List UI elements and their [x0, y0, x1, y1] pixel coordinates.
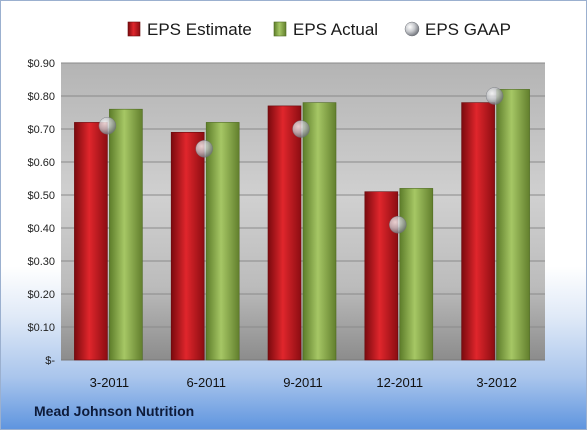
legend: EPS Estimate EPS Actual EPS GAAP	[127, 20, 511, 39]
y-tick-label: $-	[45, 355, 55, 367]
bar-eps-actual	[302, 102, 337, 361]
x-tick-label: 9-2011	[283, 375, 323, 390]
y-tick-label: $0.80	[27, 91, 55, 103]
legend-eps-gaap-label: EPS GAAP	[425, 20, 511, 39]
y-tick-label: $0.90	[27, 58, 55, 70]
marker-eps-gaap	[292, 120, 310, 138]
marker-eps-gaap	[98, 116, 117, 135]
bar-eps-actual	[399, 188, 434, 361]
x-tick-label: 3-2012	[476, 375, 516, 390]
marker-eps-gaap	[389, 215, 407, 234]
bar-eps-actual	[496, 89, 530, 361]
x-tick-label: 12-2011	[376, 375, 423, 390]
marker-eps-gaap	[485, 87, 504, 105]
marker-eps-gaap	[195, 140, 213, 158]
bar-eps-estimate	[461, 102, 495, 361]
legend-eps-actual: EPS Actual	[273, 20, 378, 39]
legend-eps-gaap: EPS GAAP	[404, 20, 511, 39]
legend-eps-actual-swatch	[273, 21, 287, 37]
company-name: Mead Johnson Nutrition	[34, 403, 195, 419]
legend-eps-estimate-swatch	[127, 21, 141, 37]
legend-eps-actual-label: EPS Actual	[293, 20, 378, 39]
bar-eps-estimate	[74, 122, 108, 361]
bar-eps-estimate	[267, 105, 302, 361]
legend-eps-gaap-swatch	[404, 21, 420, 37]
y-tick-label: $0.10	[27, 322, 55, 334]
bar-eps-actual	[109, 108, 143, 361]
y-tick-label: $0.20	[27, 289, 55, 301]
y-tick-label: $0.60	[27, 157, 55, 169]
gaap-markers	[98, 87, 504, 234]
legend-eps-estimate-label: EPS Estimate	[147, 20, 252, 39]
y-axis-tick-labels: $- $0.10 $0.20 $0.30 $0.40 $0.50 $0.60 $0.70 $0.…	[27, 58, 55, 367]
bars	[74, 89, 530, 361]
y-tick-label: $0.50	[27, 190, 55, 202]
x-axis-tick-labels: 3-2011 6-2011 9-2011 12-2011 3-2012	[90, 375, 517, 390]
x-tick-label: 3-2011	[90, 375, 130, 390]
y-tick-label: $0.30	[27, 256, 55, 268]
x-tick-label: 6-2011	[186, 375, 226, 390]
bar-eps-estimate	[170, 132, 205, 361]
y-tick-label: $0.70	[27, 124, 55, 136]
bar-eps-actual	[205, 122, 240, 361]
y-tick-label: $0.40	[27, 223, 55, 235]
legend-eps-estimate: EPS Estimate	[127, 20, 252, 39]
bar-eps-estimate	[364, 191, 399, 361]
